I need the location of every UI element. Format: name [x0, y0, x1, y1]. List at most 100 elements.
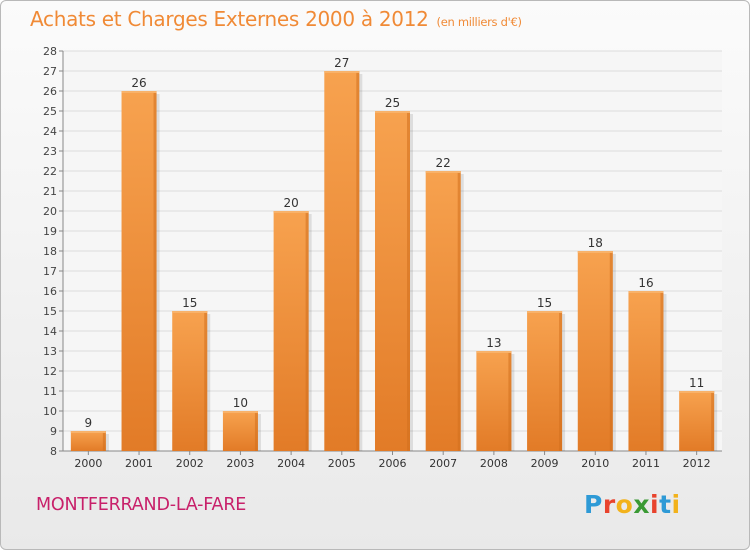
y-tick-label: 25 [43, 105, 57, 118]
x-tick-label: 2011 [632, 457, 660, 470]
bar [679, 391, 715, 451]
bar-value-label: 22 [436, 156, 451, 170]
bar-edge [508, 351, 512, 451]
bar-edge [153, 91, 157, 451]
y-tick-label: 8 [50, 445, 57, 458]
y-tick-label: 11 [43, 385, 57, 398]
bar-value-label: 16 [638, 276, 653, 290]
bar-value-label: 15 [182, 296, 197, 310]
bar [324, 71, 360, 451]
bar [121, 91, 157, 451]
logo-letter: t [659, 490, 672, 519]
bar-edge [407, 111, 410, 451]
logo-letter: x [633, 490, 650, 519]
bar-value-label: 25 [385, 96, 400, 110]
y-tick-label: 27 [43, 65, 57, 78]
bar-edge [305, 211, 309, 451]
bar-top [375, 111, 410, 113]
town-name: MONTFERRAND-LA-FARE [36, 495, 247, 515]
bar [425, 171, 461, 451]
bar-top [273, 211, 309, 213]
bar-top [628, 291, 664, 293]
x-tick-label: 2012 [683, 457, 711, 470]
x-tick-label: 2008 [480, 457, 508, 470]
bar [172, 311, 208, 451]
bar-edge [254, 411, 258, 451]
y-tick-label: 10 [43, 405, 57, 418]
bar-value-label: 26 [131, 76, 146, 90]
y-tick-label: 23 [43, 145, 57, 158]
proxiti-logo: Proxiti [584, 490, 681, 519]
bar [222, 411, 258, 451]
x-tick-label: 2010 [581, 457, 609, 470]
y-tick-label: 28 [43, 45, 57, 58]
logo-letter: r [602, 490, 616, 519]
bar-value-label: 13 [486, 336, 501, 350]
bar-value-label: 20 [283, 196, 298, 210]
bar [527, 311, 563, 451]
bar-top [121, 91, 157, 93]
bar [628, 291, 664, 451]
x-axis-labels: 2000 2001 2002 2003 2004 2005 2006 2007 2008 2009… [74, 451, 711, 470]
bar-value-label: 15 [537, 296, 552, 310]
bar-value-label: 11 [689, 376, 704, 390]
bar-edge [559, 311, 563, 451]
bar-top [70, 431, 106, 433]
bar-value-label: 9 [85, 416, 93, 430]
bar-value-label: 10 [233, 396, 248, 410]
x-tick-label: 2001 [125, 457, 153, 470]
bar-top [476, 351, 512, 353]
y-tick-label: 17 [43, 265, 57, 278]
x-tick-label: 2004 [277, 457, 305, 470]
y-tick-label: 22 [43, 165, 57, 178]
bar-value-label: 18 [588, 236, 603, 250]
y-tick-label: 18 [43, 245, 57, 258]
logo-letter: i [671, 490, 681, 519]
x-tick-label: 2003 [226, 457, 254, 470]
bar [577, 251, 613, 451]
bar-edge [660, 291, 664, 451]
bar [70, 431, 106, 451]
bar-top [222, 411, 258, 413]
y-tick-label: 20 [43, 205, 57, 218]
y-tick-label: 13 [43, 345, 57, 358]
y-tick-label: 26 [43, 85, 57, 98]
y-tick-label: 12 [43, 365, 57, 378]
chart-title-text: Achats et Charges Externes 2000 à 2012 [30, 7, 429, 31]
bar-edge [356, 71, 360, 451]
chart-title: Achats et Charges Externes 2000 à 2012 (e… [30, 7, 522, 31]
bar-top [324, 71, 360, 73]
x-tick-label: 2000 [74, 457, 102, 470]
bar [476, 351, 512, 451]
bar [375, 111, 410, 451]
y-tick-label: 21 [43, 185, 57, 198]
y-tick-label: 15 [43, 305, 57, 318]
bars: 9 26 15 10 20 27 25 22 13 15 18 16 11 [70, 56, 718, 451]
bar-edge [711, 391, 715, 451]
bar-edge [102, 431, 106, 451]
logo-letter: P [584, 490, 603, 519]
y-tick-label: 24 [43, 125, 57, 138]
bar-edge [204, 311, 208, 451]
x-tick-label: 2006 [379, 457, 407, 470]
y-tick-label: 14 [43, 325, 57, 338]
bar [273, 211, 309, 451]
bar-value-label: 27 [334, 56, 349, 70]
y-tick-label: 9 [50, 425, 57, 438]
bar-top [527, 311, 563, 313]
bar-top [172, 311, 208, 313]
x-tick-label: 2005 [328, 457, 356, 470]
x-tick-label: 2002 [176, 457, 204, 470]
y-tick-label: 19 [43, 225, 57, 238]
logo-letter: i [650, 490, 660, 519]
chart-title-unit: (en milliers d'€) [436, 15, 522, 29]
bar-edge [457, 171, 461, 451]
y-tick-label: 16 [43, 285, 57, 298]
bar-top [425, 171, 461, 173]
logo-letter: o [615, 490, 634, 519]
x-tick-label: 2009 [531, 457, 559, 470]
x-tick-label: 2007 [429, 457, 457, 470]
bar-top [577, 251, 613, 253]
